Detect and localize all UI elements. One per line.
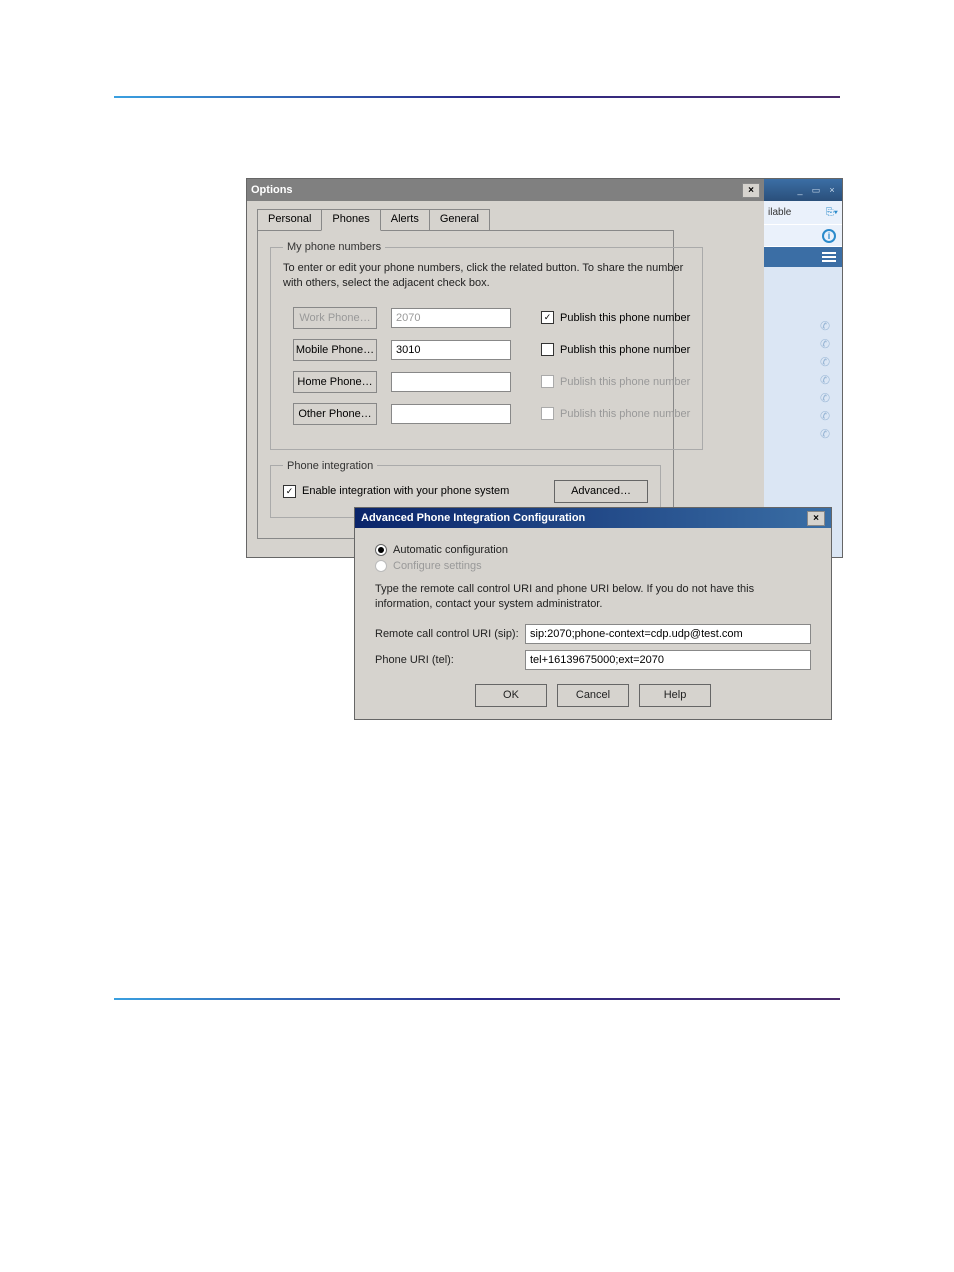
background-app-sidebar: _ ▭ × ilable ⎘▾ i ✆ ✆ ✆ ✆ [764,179,842,557]
advanced-close-icon[interactable]: × [807,511,825,526]
phone-integration-legend: Phone integration [283,460,377,472]
phone-icon[interactable]: ✆ [820,373,834,387]
dialog-title: Options [251,184,293,196]
advanced-button[interactable]: Advanced… [554,480,648,503]
work-publish-label: Publish this phone number [560,312,690,324]
tab-personal[interactable]: Personal [257,209,322,231]
home-publish-checkbox[interactable] [541,375,554,388]
mobile-publish-label: Publish this phone number [560,344,690,356]
phone-row-mobile: Mobile Phone… Publish this phone number [293,339,690,361]
phone-uri-input[interactable] [525,650,811,670]
phone-icon[interactable]: ✆ [820,337,834,351]
advanced-dialog-title: Advanced Phone Integration Configuration [361,512,585,524]
my-phone-numbers-group: My phone numbers To enter or edit your p… [270,241,703,450]
work-publish-checkbox[interactable]: ✓ [541,311,554,324]
close-window-icon[interactable]: × [826,184,838,196]
phone-icon[interactable]: ✆ [820,409,834,423]
list-icon[interactable] [822,252,836,262]
home-phone-input[interactable] [391,372,511,392]
home-publish-label: Publish this phone number [560,376,690,388]
mobile-phone-button[interactable]: Mobile Phone… [293,339,377,361]
automatic-config-label: Automatic configuration [393,544,508,556]
screenshot-frame: _ ▭ × ilable ⎘▾ i ✆ ✆ ✆ ✆ [246,178,843,558]
phone-row-home: Home Phone… Publish this phone number [293,371,690,393]
options-icon[interactable]: ⎘▾ [826,207,838,218]
tabs: Personal Phones Alerts General [257,209,674,231]
minimize-icon[interactable]: _ [794,184,806,196]
tab-phones[interactable]: Phones [321,209,380,231]
phone-row-work: Work Phone… ✓ Publish this phone number [293,307,690,329]
other-publish-checkbox[interactable] [541,407,554,420]
work-phone-button[interactable]: Work Phone… [293,307,377,329]
automatic-config-radio[interactable] [375,544,387,556]
tab-panel-phones: My phone numbers To enter or edit your p… [257,230,674,539]
phone-row-other: Other Phone… Publish this phone number [293,403,690,425]
work-phone-input[interactable] [391,308,511,328]
cancel-button[interactable]: Cancel [557,684,629,707]
status-text: ilable [768,207,791,218]
phone-icon[interactable]: ✆ [820,319,834,333]
remote-uri-input[interactable] [525,624,811,644]
page-bottom-rule [114,998,840,1000]
options-dialog: Options × Personal Phones Alerts General… [247,179,764,557]
close-icon[interactable]: × [742,183,760,198]
phone-instructions: To enter or edit your phone numbers, cli… [283,261,690,291]
maximize-icon[interactable]: ▭ [810,184,822,196]
configure-settings-radio[interactable] [375,560,387,572]
enable-integration-checkbox[interactable]: ✓ [283,485,296,498]
help-button[interactable]: Help [639,684,711,707]
mobile-phone-input[interactable] [391,340,511,360]
phone-icon[interactable]: ✆ [820,355,834,369]
my-phone-numbers-legend: My phone numbers [283,241,385,253]
advanced-instructions: Type the remote call control URI and pho… [375,582,811,612]
configure-settings-label: Configure settings [393,560,482,572]
phone-uri-label: Phone URI (tel): [375,654,525,666]
ok-button[interactable]: OK [475,684,547,707]
phone-icon[interactable]: ✆ [820,391,834,405]
tab-alerts[interactable]: Alerts [380,209,430,231]
other-phone-button[interactable]: Other Phone… [293,403,377,425]
info-icon[interactable]: i [822,229,836,243]
other-phone-input[interactable] [391,404,511,424]
remote-uri-label: Remote call control URI (sip): [375,628,525,640]
page-top-rule [114,96,840,98]
mobile-publish-checkbox[interactable] [541,343,554,356]
enable-integration-label: Enable integration with your phone syste… [302,485,509,497]
advanced-dialog: Advanced Phone Integration Configuration… [354,507,832,720]
home-phone-button[interactable]: Home Phone… [293,371,377,393]
phone-icon[interactable]: ✆ [820,427,834,441]
tab-general[interactable]: General [429,209,490,231]
other-publish-label: Publish this phone number [560,408,690,420]
dialog-titlebar: Options × [247,179,764,201]
advanced-dialog-titlebar: Advanced Phone Integration Configuration… [355,508,831,528]
